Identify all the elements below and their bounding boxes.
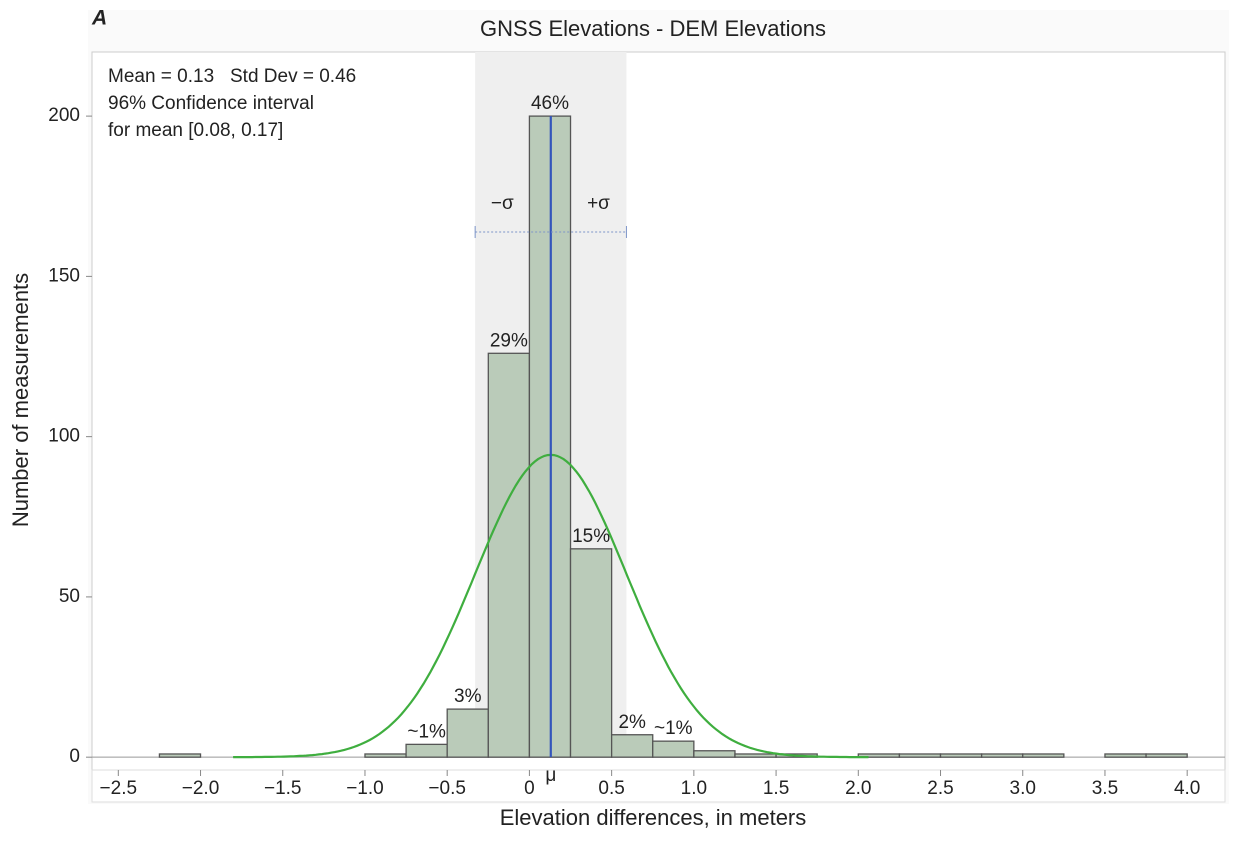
bar [652, 740, 695, 758]
x-tick-label: 0.5 [598, 778, 624, 799]
bar-label: 2% [618, 712, 646, 733]
x-tick-label: −2.5 [100, 778, 138, 799]
bar [158, 753, 202, 758]
panel-label: A [91, 7, 107, 30]
bar-label: 3% [454, 686, 482, 707]
bar [939, 753, 983, 758]
x-axis-strip [91, 769, 1226, 803]
x-tick-label: 4.0 [1174, 778, 1200, 799]
x-tick-label: −1.0 [346, 778, 384, 799]
bar [364, 753, 407, 758]
y-tick-label: 150 [48, 265, 80, 286]
bar-label: ~1% [654, 718, 693, 739]
bar [693, 750, 736, 758]
bar [1104, 753, 1147, 758]
bar [980, 753, 1024, 758]
bar-label: 29% [490, 330, 528, 351]
mean-symbol: μ [545, 765, 556, 786]
plus-sigma-label: +σ [587, 193, 610, 214]
y-tick-label: 100 [48, 426, 80, 447]
chart-title: GNSS Elevations - DEM Elevations [480, 16, 826, 41]
bar [569, 548, 613, 758]
stats-text: for mean [0.08, 0.17] [108, 120, 283, 141]
bar-label: 46% [531, 93, 569, 114]
bar [1145, 753, 1188, 758]
bar [898, 753, 942, 758]
bar [734, 753, 777, 758]
x-tick-label: −2.0 [182, 778, 220, 799]
bar [1022, 753, 1065, 758]
bar [405, 743, 448, 758]
bar [610, 734, 654, 758]
y-tick-label: 50 [59, 586, 80, 607]
y-axis-label: Number of measurements [8, 273, 33, 527]
x-tick-label: −0.5 [428, 778, 466, 799]
stats-text: 96% Confidence interval [108, 93, 314, 114]
bar-label: ~1% [407, 721, 446, 742]
x-tick-label: −1.5 [264, 778, 302, 799]
y-tick-label: 0 [69, 746, 80, 767]
x-tick-label: 2.5 [927, 778, 953, 799]
x-tick-label: 2.0 [845, 778, 871, 799]
stats-text: Mean = 0.13 Std Dev = 0.46 [108, 66, 356, 87]
minus-sigma-label: −σ [491, 193, 514, 214]
plot-area [91, 51, 1226, 771]
bar [446, 708, 489, 758]
x-tick-label: 0 [524, 778, 535, 799]
x-tick-label: 1.5 [763, 778, 789, 799]
bar-label: 15% [572, 526, 610, 547]
x-tick-label: 3.0 [1010, 778, 1036, 799]
x-tick-label: 3.5 [1092, 778, 1118, 799]
x-axis-label: Elevation differences, in meters [500, 805, 807, 830]
y-tick-label: 200 [48, 105, 80, 126]
bar [487, 352, 531, 758]
x-tick-label: 1.0 [681, 778, 707, 799]
